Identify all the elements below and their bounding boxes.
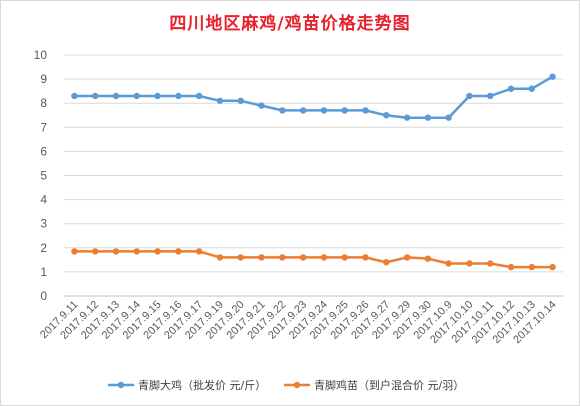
data-point [133, 248, 140, 255]
data-point [71, 248, 78, 255]
data-point [466, 92, 473, 100]
y-tick-label: 3 [40, 217, 47, 231]
y-axis: 0 1 2 3 4 5 6 7 8 9 10 [34, 48, 48, 303]
y-tick-label: 7 [40, 120, 47, 134]
legend-marker [117, 381, 125, 389]
data-point [466, 260, 473, 267]
data-point [383, 112, 390, 119]
data-point [216, 97, 224, 104]
data-point [258, 102, 265, 109]
data-point [112, 248, 120, 255]
data-point [362, 254, 369, 261]
data-point [195, 248, 203, 255]
data-point [299, 254, 307, 261]
data-point [507, 85, 515, 92]
data-point [195, 92, 203, 100]
data-point [424, 114, 432, 121]
y-tick-label: 0 [40, 289, 47, 303]
legend-marker [293, 381, 301, 389]
data-point [362, 107, 369, 114]
y-tick-label: 5 [40, 169, 47, 183]
data-point [445, 114, 452, 121]
data-point [487, 92, 494, 100]
y-tick-label: 4 [40, 193, 47, 207]
y-tick-label: 6 [40, 144, 47, 158]
data-point [71, 92, 78, 100]
data-point [528, 263, 536, 271]
data-point [154, 92, 161, 100]
y-tick-label: 1 [40, 265, 47, 279]
y-tick-label: 9 [40, 72, 47, 86]
data-point [112, 92, 120, 100]
legend-label: 青脚大鸡（批发价 元/斤） [138, 378, 266, 392]
data-point [299, 107, 307, 114]
data-point [216, 254, 224, 261]
data-point [549, 263, 556, 271]
data-point [258, 254, 265, 261]
data-point [403, 254, 411, 261]
data-point [383, 259, 390, 266]
legend-label: 青脚鸡苗（到户混合价 元/羽） [314, 378, 464, 392]
data-point [154, 248, 161, 255]
data-point [341, 107, 348, 114]
data-point [507, 263, 515, 271]
data-point [320, 254, 328, 261]
data-point [424, 255, 432, 262]
data-point [91, 92, 99, 100]
data-point [175, 248, 182, 255]
data-point [279, 254, 286, 261]
series-group [71, 73, 556, 271]
data-point [279, 107, 286, 114]
data-point [91, 248, 99, 255]
data-point [341, 254, 348, 261]
y-tick-label: 8 [40, 96, 47, 110]
data-point [133, 92, 140, 100]
legend: 青脚大鸡（批发价 元/斤） 青脚鸡苗（到户混合价 元/羽） [108, 378, 464, 392]
data-point [403, 114, 411, 121]
grid-lines [64, 54, 563, 297]
data-point [487, 260, 494, 267]
chart-title: 四川地区麻鸡/鸡苗价格走势图 [169, 14, 411, 34]
data-point [237, 254, 244, 261]
data-point [549, 73, 556, 80]
data-point [528, 85, 536, 92]
y-tick-label: 10 [34, 48, 48, 62]
x-axis: 2017.9.112017.9.122017.9.132017.9.142017… [38, 299, 559, 346]
data-point [320, 107, 328, 114]
series-line-2 [74, 250, 553, 269]
data-point [175, 92, 182, 100]
data-point [445, 260, 452, 267]
data-point [237, 97, 244, 104]
series-line-1 [74, 75, 554, 119]
y-tick-label: 2 [40, 241, 47, 255]
